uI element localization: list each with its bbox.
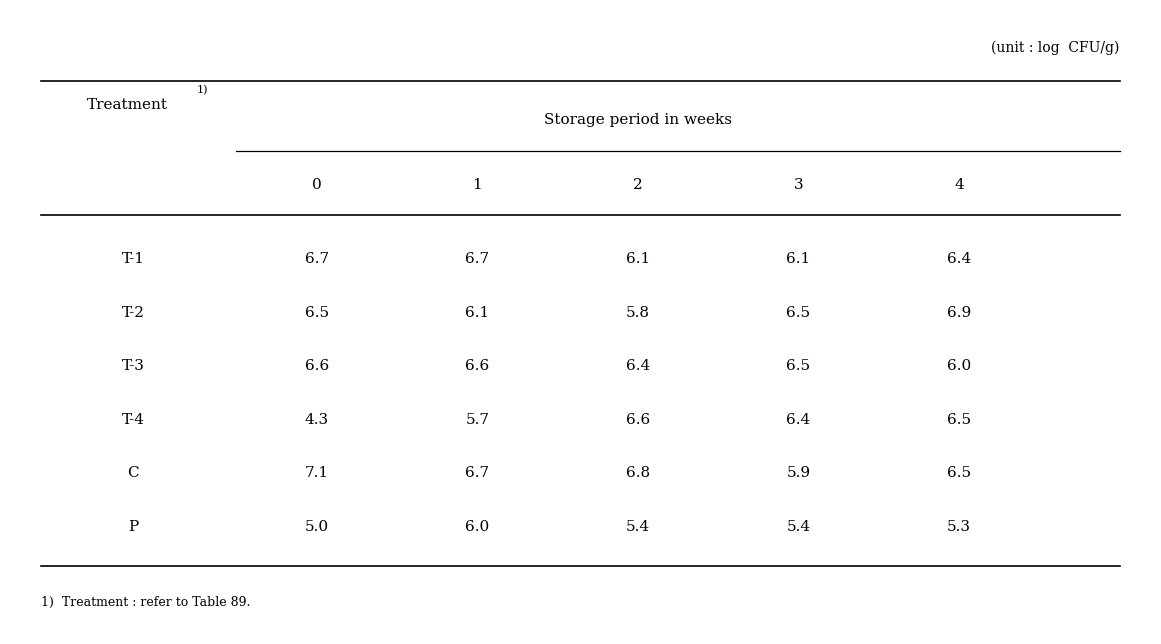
Text: 6.8: 6.8 [626, 466, 650, 480]
Text: 6.1: 6.1 [466, 305, 490, 319]
Text: 6.1: 6.1 [626, 252, 650, 266]
Text: 5.0: 5.0 [304, 520, 329, 534]
Text: C: C [128, 466, 139, 480]
Text: 7.1: 7.1 [304, 466, 329, 480]
Text: 6.0: 6.0 [947, 359, 971, 373]
Text: 6.5: 6.5 [786, 359, 810, 373]
Text: T-1: T-1 [122, 252, 145, 266]
Text: 5.3: 5.3 [947, 520, 971, 534]
Text: 6.6: 6.6 [304, 359, 329, 373]
Text: 1): 1) [196, 85, 208, 95]
Text: 2: 2 [633, 178, 643, 192]
Text: 6.4: 6.4 [626, 359, 650, 373]
Text: Treatment: Treatment [87, 98, 168, 111]
Text: 1: 1 [473, 178, 482, 192]
Text: 6.5: 6.5 [786, 305, 810, 319]
Text: 6.5: 6.5 [947, 413, 971, 427]
Text: 1)  Treatment : refer to Table 89.: 1) Treatment : refer to Table 89. [42, 596, 251, 609]
Text: 6.6: 6.6 [466, 359, 490, 373]
Text: T-2: T-2 [122, 305, 145, 319]
Text: 4.3: 4.3 [304, 413, 329, 427]
Text: 5.8: 5.8 [626, 305, 650, 319]
Text: 6.4: 6.4 [947, 252, 971, 266]
Text: 5.4: 5.4 [786, 520, 810, 534]
Text: T-4: T-4 [122, 413, 145, 427]
Text: 5.7: 5.7 [466, 413, 489, 427]
Text: 6.7: 6.7 [466, 466, 489, 480]
Text: Storage period in weeks: Storage period in weeks [543, 113, 731, 128]
Text: 0: 0 [312, 178, 322, 192]
Text: 6.0: 6.0 [466, 520, 490, 534]
Text: 6.7: 6.7 [304, 252, 329, 266]
Text: 5.9: 5.9 [786, 466, 810, 480]
Text: 6.5: 6.5 [304, 305, 329, 319]
Text: 6.4: 6.4 [786, 413, 810, 427]
Text: 5.4: 5.4 [626, 520, 650, 534]
Text: 6.7: 6.7 [466, 252, 489, 266]
Text: 6.9: 6.9 [947, 305, 971, 319]
Text: T-3: T-3 [122, 359, 145, 373]
Text: P: P [128, 520, 138, 534]
Text: 6.6: 6.6 [626, 413, 650, 427]
Text: 4: 4 [954, 178, 964, 192]
Text: 3: 3 [794, 178, 803, 192]
Text: 6.1: 6.1 [786, 252, 810, 266]
Text: 6.5: 6.5 [947, 466, 971, 480]
Text: (unit : log  CFU/g): (unit : log CFU/g) [991, 41, 1119, 55]
